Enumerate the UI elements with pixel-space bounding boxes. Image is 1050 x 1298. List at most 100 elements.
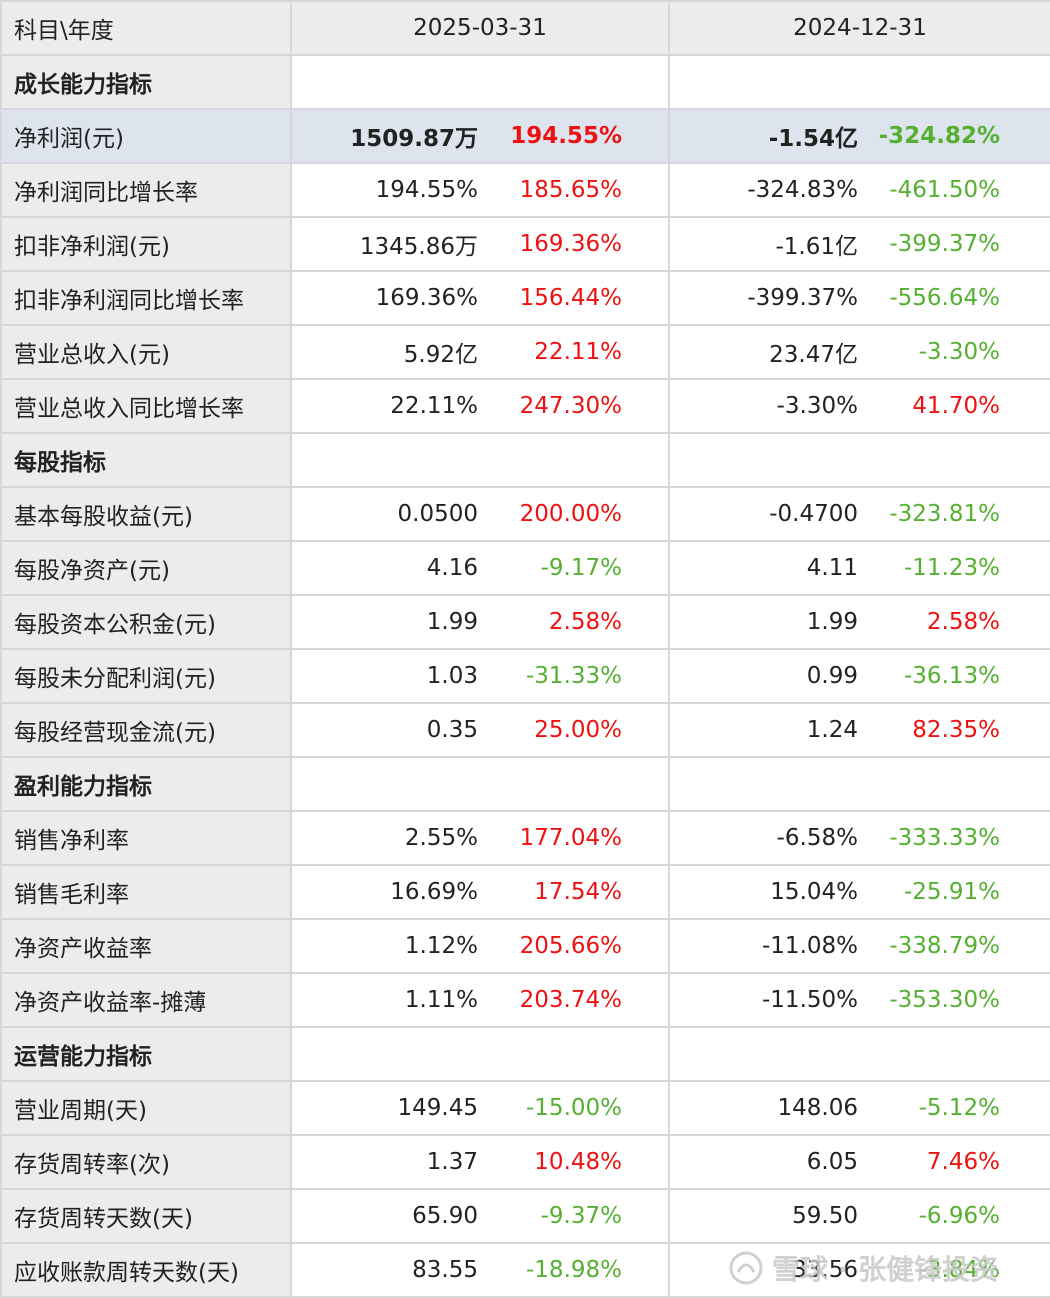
- change-percent: 185.65%: [519, 177, 622, 203]
- metric-value: 1509.87万: [350, 126, 478, 152]
- section-title: 每股指标: [0, 432, 292, 488]
- row-label: 每股未分配利润(元): [0, 648, 292, 704]
- value-cell-period-1: 194.55% 185.65%: [290, 162, 670, 218]
- value-cell-period-2: 59.50 -6.96%: [668, 1188, 1050, 1244]
- table-row: 营业总收入(元) 5.92亿 22.11% 23.47亿 -3.30%: [0, 324, 1050, 380]
- metric-value: 59.50: [792, 1203, 858, 1229]
- change-percent: 82.35%: [912, 717, 1000, 743]
- section-title: 盈利能力指标: [0, 756, 292, 812]
- metric-value: 1.11%: [404, 987, 478, 1013]
- row-label: 存货周转率(次): [0, 1134, 292, 1190]
- change-percent: -9.17%: [540, 555, 622, 581]
- value-cell-period-2: -11.50% -353.30%: [668, 972, 1050, 1028]
- metric-value: 65.90: [412, 1203, 478, 1229]
- value-cell-period-1: 83.55 -18.98%: [290, 1242, 670, 1298]
- change-percent: -323.81%: [889, 501, 1000, 527]
- header-period-1[interactable]: 2025-03-31: [290, 0, 670, 56]
- metric-value: 1.03: [426, 663, 478, 689]
- change-percent: 41.70%: [912, 393, 1000, 419]
- change-percent: 22.11%: [534, 339, 622, 365]
- value-cell-period-2: 6.05 7.46%: [668, 1134, 1050, 1190]
- row-label: 净资产收益率: [0, 918, 292, 974]
- change-percent: 2.58%: [926, 609, 1000, 635]
- metric-value: 0.0500: [397, 501, 478, 527]
- metric-value: 1.12%: [404, 933, 478, 959]
- value-cell-period-1: 16.69% 17.54%: [290, 864, 670, 920]
- table-row: 每股资本公积金(元) 1.99 2.58% 1.99 2.58%: [0, 594, 1050, 650]
- change-percent: -353.30%: [889, 987, 1000, 1013]
- table-row: 每股经营现金流(元) 0.35 25.00% 1.24 82.35%: [0, 702, 1050, 758]
- empty-cell: [290, 432, 670, 488]
- value-cell-period-1: 1.03 -31.33%: [290, 648, 670, 704]
- table-row: 存货周转天数(天) 65.90 -9.37% 59.50 -6.96%: [0, 1188, 1050, 1244]
- metric-value: -399.37%: [747, 285, 858, 311]
- value-cell-period-1: 1.12% 205.66%: [290, 918, 670, 974]
- value-cell-period-1: 1509.87万 194.55%: [290, 108, 670, 164]
- value-cell-period-2: -1.61亿 -399.37%: [668, 216, 1050, 272]
- change-percent: 205.66%: [519, 933, 622, 959]
- change-percent: -324.82%: [878, 123, 1000, 149]
- change-percent: -31.33%: [526, 663, 622, 689]
- metric-value: 149.45: [397, 1095, 478, 1121]
- change-percent: -36.13%: [904, 663, 1000, 689]
- table-row: 净资产收益率-摊薄 1.11% 203.74% -11.50% -353.30%: [0, 972, 1050, 1028]
- metric-value: -1.54亿: [768, 126, 858, 152]
- table-row: 销售毛利率 16.69% 17.54% 15.04% -25.91%: [0, 864, 1050, 920]
- value-cell-period-2: 1.99 2.58%: [668, 594, 1050, 650]
- row-label: 每股经营现金流(元): [0, 702, 292, 758]
- metric-value: -0.4700: [769, 501, 858, 527]
- row-label: 存货周转天数(天): [0, 1188, 292, 1244]
- value-cell-period-2: -0.4700 -323.81%: [668, 486, 1050, 542]
- empty-cell: [290, 1026, 670, 1082]
- metric-value: 15.04%: [770, 879, 858, 905]
- metric-value: 6.05: [806, 1149, 858, 1175]
- metric-value: 1.37: [426, 1149, 478, 1175]
- change-percent: -11.23%: [904, 555, 1000, 581]
- value-cell-period-2: -11.08% -338.79%: [668, 918, 1050, 974]
- change-percent: 247.30%: [519, 393, 622, 419]
- metric-value: 33.56: [792, 1257, 858, 1283]
- change-percent: -3.30%: [918, 339, 1000, 365]
- row-label: 应收账款周转天数(天): [0, 1242, 292, 1298]
- section-title: 成长能力指标: [0, 54, 292, 110]
- value-cell-period-2: -399.37% -556.64%: [668, 270, 1050, 326]
- row-label: 扣非净利润(元): [0, 216, 292, 272]
- row-label: 基本每股收益(元): [0, 486, 292, 542]
- value-cell-period-1: 1.11% 203.74%: [290, 972, 670, 1028]
- empty-cell: [668, 432, 1050, 488]
- metric-value: -11.08%: [762, 933, 858, 959]
- header-period-2[interactable]: 2024-12-31: [668, 0, 1050, 56]
- change-percent: 203.74%: [519, 987, 622, 1013]
- metric-value: 1.99: [426, 609, 478, 635]
- table-row: 存货周转率(次) 1.37 10.48% 6.05 7.46%: [0, 1134, 1050, 1190]
- change-percent: -18.98%: [526, 1257, 622, 1283]
- row-label: 每股资本公积金(元): [0, 594, 292, 650]
- change-percent: -6.96%: [918, 1203, 1000, 1229]
- metric-value: 23.47亿: [769, 342, 858, 368]
- change-percent: -25.91%: [904, 879, 1000, 905]
- change-percent: 200.00%: [519, 501, 622, 527]
- metric-value: -11.50%: [762, 987, 858, 1013]
- metric-value: 22.11%: [390, 393, 478, 419]
- metric-value: 0.99: [806, 663, 858, 689]
- value-cell-period-1: 0.0500 200.00%: [290, 486, 670, 542]
- metric-value: 148.06: [777, 1095, 858, 1121]
- table-row: 净利润(元) 1509.87万 194.55% -1.54亿 -324.82%: [0, 108, 1050, 164]
- change-percent: -556.64%: [889, 285, 1000, 311]
- value-cell-period-1: 1345.86万 169.36%: [290, 216, 670, 272]
- metric-value: 194.55%: [375, 177, 478, 203]
- value-cell-period-1: 22.11% 247.30%: [290, 378, 670, 434]
- metric-value: 5.92亿: [403, 342, 478, 368]
- metric-value: 4.11: [806, 555, 858, 581]
- empty-cell: [290, 54, 670, 110]
- table-row: 净资产收益率 1.12% 205.66% -11.08% -338.79%: [0, 918, 1050, 974]
- value-cell-period-1: 1.37 10.48%: [290, 1134, 670, 1190]
- value-cell-period-2: 33.56 -3.84%: [668, 1242, 1050, 1298]
- table-row: 基本每股收益(元) 0.0500 200.00% -0.4700 -323.81%: [0, 486, 1050, 542]
- value-cell-period-1: 149.45 -15.00%: [290, 1080, 670, 1136]
- row-label: 销售净利率: [0, 810, 292, 866]
- metric-value: -1.61亿: [775, 234, 858, 260]
- value-cell-period-2: -1.54亿 -324.82%: [668, 108, 1050, 164]
- table-row: 销售净利率 2.55% 177.04% -6.58% -333.33%: [0, 810, 1050, 866]
